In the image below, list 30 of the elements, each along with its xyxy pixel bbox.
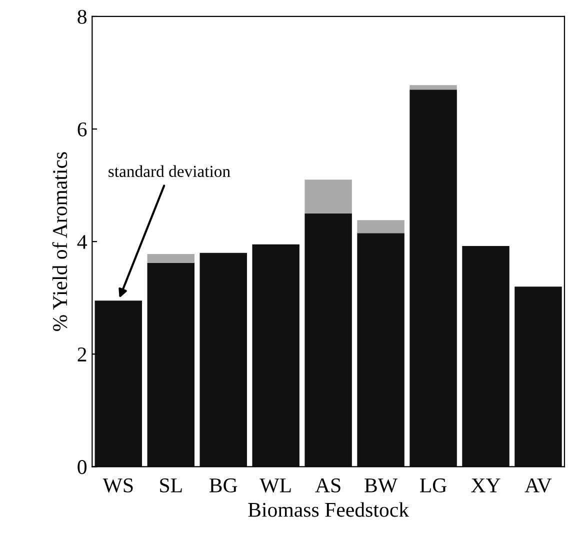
bar: [514, 286, 562, 467]
bar: [462, 246, 510, 467]
bar: [147, 262, 194, 467]
bar: [147, 254, 194, 263]
x-tick-label: BG: [209, 478, 238, 492]
annotation: standard deviation: [108, 165, 230, 178]
x-tick-label: BW: [364, 478, 398, 493]
x-tick-label: AV: [524, 478, 552, 493]
y-tick-label: 8: [78, 10, 87, 24]
bar: [94, 300, 142, 467]
bar: [252, 244, 300, 467]
y-tick-label: 2: [78, 348, 86, 362]
x-tick-label: LG: [420, 478, 447, 492]
x-tick-label: WS: [102, 478, 133, 493]
bar: [410, 90, 457, 467]
x-tick-label: XY: [471, 478, 500, 492]
y-tick-label: 4: [77, 235, 87, 249]
bar: [357, 233, 404, 467]
y-tick-label: 0: [78, 460, 87, 474]
bar: [304, 180, 352, 214]
x-tick-label: WL: [260, 478, 291, 493]
bar: [304, 213, 352, 467]
x-tick-label: SL: [160, 478, 182, 492]
bar: [200, 252, 247, 467]
bar: [357, 220, 404, 234]
y-tick-label: 6: [78, 122, 87, 136]
x-tick-label: AS: [315, 478, 340, 492]
y-axis-title: % Yield of Aromatics: [52, 152, 68, 332]
x-axis-title: Biomass Feedstock: [248, 502, 410, 517]
bar: [410, 85, 457, 90]
